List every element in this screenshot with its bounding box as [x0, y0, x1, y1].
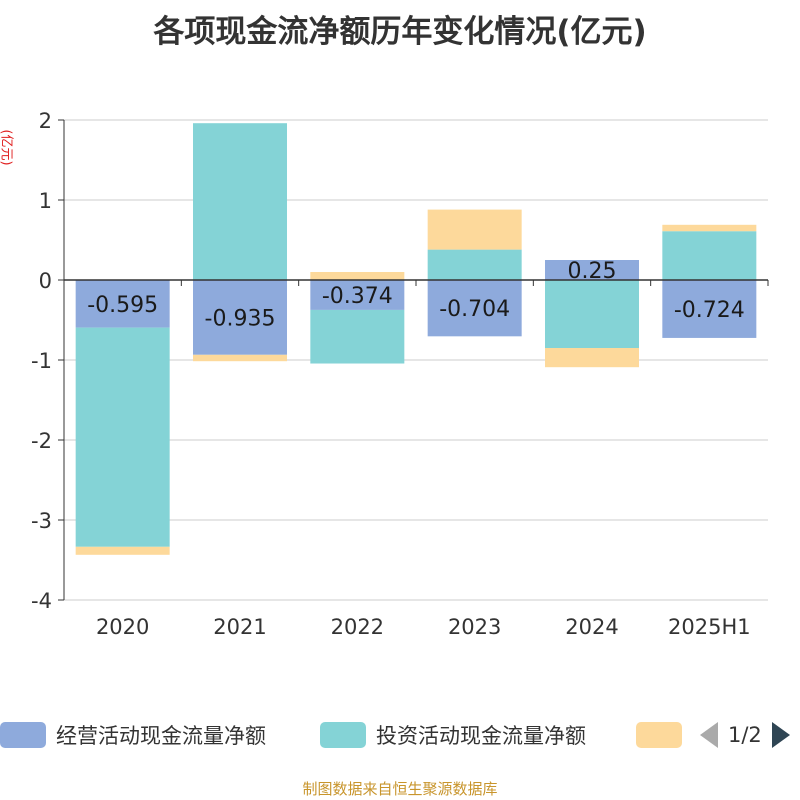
data-label: -0.374 — [322, 284, 393, 309]
bar-series2-2023[interactable] — [427, 249, 522, 280]
y-tick-label: 1 — [39, 189, 52, 213]
bar-series1-2024[interactable] — [545, 260, 639, 280]
x-tick-label: 2021 — [213, 615, 266, 639]
chart-title: 各项现金流净额历年变化情况(亿元) — [153, 14, 647, 50]
bar-series3-2022[interactable] — [310, 272, 405, 280]
bar-chart: 210-1-2-3-4-0.595-0.935-0.374-0.7040.25-… — [31, 109, 769, 639]
data-label: -0.704 — [439, 297, 510, 322]
bar-series1-2022[interactable] — [310, 280, 405, 310]
bar-series1-2025H1[interactable] — [662, 280, 757, 338]
legend-next-arrow-icon[interactable] — [771, 722, 790, 748]
data-label: -0.724 — [674, 298, 745, 323]
x-tick-label: 2025H1 — [668, 615, 751, 639]
y-tick-label: -4 — [31, 589, 52, 613]
bar-series2-2021[interactable] — [193, 123, 287, 280]
legend-swatch-operating — [0, 722, 46, 748]
x-tick-label: 2024 — [565, 615, 618, 639]
bar-series2-2022[interactable] — [310, 309, 405, 364]
legend-item-operating[interactable]: 经营活动现金流量净额 — [0, 712, 266, 758]
x-tick-label: 2020 — [96, 615, 149, 639]
legend-label-investing: 投资活动现金流量净额 — [376, 724, 586, 748]
legend: 经营活动现金流量净额 投资活动现金流量净额 1/2 — [0, 712, 800, 758]
legend-prev-arrow-icon[interactable] — [700, 722, 718, 748]
y-tick-label: -2 — [31, 429, 52, 453]
bar-series3-2020[interactable] — [75, 546, 170, 555]
data-source-note: 制图数据来自恒生聚源数据库 — [302, 780, 498, 798]
bar-series1-2020[interactable] — [75, 280, 170, 328]
legend-item-third[interactable] — [636, 712, 682, 758]
legend-swatch-third — [636, 722, 682, 748]
bar-series1-2021[interactable] — [193, 280, 287, 355]
y-tick-label: 2 — [39, 109, 52, 133]
legend-pager: 1/2 — [700, 712, 790, 758]
legend-page-indicator: 1/2 — [728, 723, 762, 747]
bar-series2-2025H1[interactable] — [662, 231, 757, 280]
legend-item-investing[interactable]: 投资活动现金流量净额 — [320, 712, 586, 758]
y-tick-label: 0 — [39, 269, 52, 293]
legend-swatch-investing — [320, 722, 366, 748]
x-tick-label: 2023 — [448, 615, 501, 639]
data-label: -0.935 — [205, 306, 276, 331]
bar-series2-2024[interactable] — [545, 280, 639, 348]
y-tick-label: -3 — [31, 509, 52, 533]
y-tick-label: -1 — [31, 349, 52, 373]
bar-series3-2024[interactable] — [545, 348, 639, 368]
bar-series3-2025H1[interactable] — [662, 224, 757, 232]
bar-series3-2023[interactable] — [427, 209, 522, 250]
bar-series2-2020[interactable] — [75, 327, 170, 547]
data-label: -0.595 — [87, 293, 158, 318]
x-tick-label: 2022 — [331, 615, 384, 639]
bar-series1-2023[interactable] — [427, 280, 522, 337]
legend-label-operating: 经营活动现金流量净额 — [56, 724, 266, 748]
bar-series3-2021[interactable] — [193, 354, 287, 362]
